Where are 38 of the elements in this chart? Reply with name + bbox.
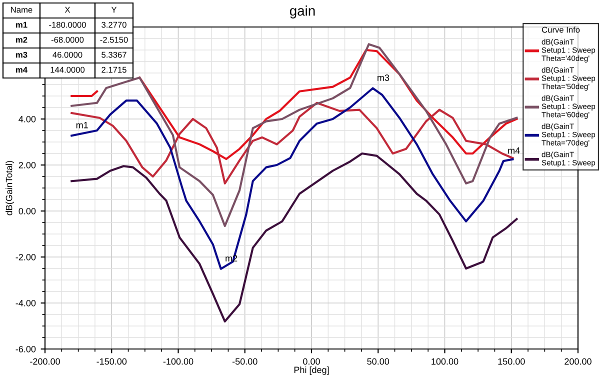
annotation: m1 <box>76 122 88 128</box>
annotation: 3.2770 <box>102 22 126 28</box>
annotation: m4 <box>508 147 520 154</box>
legend-title: Curve Info <box>542 26 580 33</box>
y-tick-label: 4.00 <box>18 116 36 122</box>
annotation: -180.0000 <box>49 22 86 28</box>
x-tick-label: -100.00 <box>163 358 194 365</box>
x-tick-label: 0.00 <box>303 358 320 365</box>
text: m1 <box>16 22 28 28</box>
text: Y <box>111 6 117 13</box>
x-tick-label: 150.00 <box>498 358 525 365</box>
y-tick-label: 0.00 <box>18 208 36 214</box>
annotation: 144.0000 <box>50 66 85 73</box>
text: m3 <box>16 52 28 58</box>
chart-title: gain <box>290 6 315 18</box>
x-axis-title: Phi [deg] <box>294 366 329 375</box>
annotation: 2.1715 <box>102 66 126 73</box>
y-tick-label: 2.00 <box>18 162 36 168</box>
x-tick-label: -200.00 <box>30 358 60 365</box>
annotation: m3 <box>378 74 390 81</box>
annotation: 46.0000 <box>52 52 82 58</box>
annotation: 5.3367 <box>102 52 126 58</box>
text: Name <box>11 6 32 13</box>
x-tick-label: -50.00 <box>232 358 258 365</box>
x-tick-label: -150.00 <box>96 358 127 365</box>
annotation: -68.0000 <box>51 36 84 43</box>
y-tick-label: -2.00 <box>16 254 36 260</box>
x-tick-label: 50.00 <box>367 358 390 365</box>
y-axis-title: dB(GainTotal) <box>6 160 14 216</box>
x-tick-label: 200.00 <box>564 358 592 365</box>
x-tick-label: 100.00 <box>432 358 458 365</box>
text: m4 <box>16 66 28 73</box>
annotation: -2.5150 <box>100 36 128 43</box>
y-tick-label: -6.00 <box>16 346 36 352</box>
y-tick-label: -4.00 <box>16 300 36 306</box>
line-series <box>70 152 518 322</box>
text: X <box>64 6 70 13</box>
text: m2 <box>16 36 28 43</box>
